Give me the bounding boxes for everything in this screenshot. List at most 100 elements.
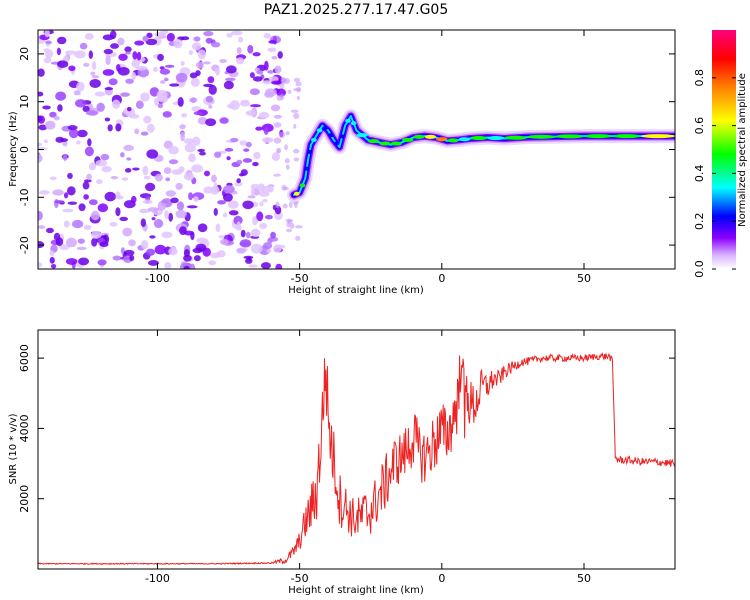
noise-blob bbox=[267, 47, 277, 53]
noise-blob bbox=[293, 112, 300, 120]
snr-ytick-label: 4000 bbox=[18, 414, 31, 442]
signal-hotspot bbox=[350, 121, 357, 126]
noise-blob bbox=[195, 243, 207, 252]
noise-blob bbox=[147, 123, 155, 133]
noise-blob bbox=[49, 111, 57, 118]
noise-blob bbox=[77, 238, 85, 244]
noise-blob bbox=[239, 239, 252, 248]
noise-blob bbox=[100, 153, 110, 161]
noise-blob bbox=[75, 99, 87, 108]
noise-blob bbox=[216, 250, 226, 258]
noise-blob bbox=[168, 212, 174, 222]
noise-blob bbox=[140, 208, 147, 213]
noise-blob bbox=[202, 61, 211, 65]
signal-hotspot bbox=[316, 128, 323, 133]
noise-blob bbox=[108, 78, 118, 86]
noise-blob bbox=[162, 111, 172, 118]
noise-blob bbox=[67, 201, 78, 205]
noise-blob bbox=[147, 207, 160, 212]
noise-blob bbox=[293, 157, 300, 162]
noise-blob bbox=[50, 264, 57, 269]
signal-hotspot bbox=[328, 133, 334, 138]
noise-blob bbox=[238, 173, 245, 177]
noise-blob bbox=[219, 238, 229, 245]
noise-blob bbox=[199, 151, 206, 156]
noise-blob bbox=[203, 186, 214, 194]
noise-blob bbox=[226, 32, 233, 38]
noise-blob bbox=[203, 83, 214, 88]
signal-hotspot bbox=[304, 166, 310, 171]
noise-blob bbox=[55, 91, 67, 101]
spectrogram-ytick-label: 10 bbox=[18, 95, 31, 109]
noise-blob bbox=[38, 262, 43, 268]
noise-blob bbox=[74, 50, 86, 59]
noise-blob bbox=[76, 140, 81, 145]
noise-blob bbox=[99, 241, 109, 248]
colorbar-tick-label: 0.2 bbox=[693, 212, 706, 230]
noise-blob bbox=[163, 167, 172, 175]
noise-blob bbox=[239, 140, 248, 146]
noise-blob bbox=[273, 114, 282, 119]
signal-hotspot bbox=[527, 134, 556, 139]
noise-blob bbox=[38, 91, 44, 97]
noise-blob bbox=[161, 200, 168, 204]
noise-blob bbox=[177, 97, 184, 107]
signal-hotspot bbox=[293, 191, 300, 196]
noise-blob bbox=[255, 126, 263, 131]
noise-blob bbox=[292, 88, 301, 92]
noise-blob bbox=[49, 176, 57, 181]
noise-blob bbox=[253, 151, 261, 160]
noise-blob bbox=[164, 210, 169, 220]
noise-blob bbox=[67, 125, 78, 131]
noise-blob bbox=[143, 175, 151, 180]
noise-blob bbox=[265, 88, 277, 97]
noise-blob bbox=[123, 200, 136, 209]
signal-hotspot bbox=[367, 139, 380, 144]
snr-xtick-label: -100 bbox=[145, 572, 170, 585]
noise-blob bbox=[57, 104, 63, 112]
noise-blob bbox=[183, 138, 195, 144]
noise-blob bbox=[223, 185, 235, 194]
noise-blob bbox=[219, 59, 228, 64]
signal-hotspot bbox=[584, 134, 613, 139]
noise-blob bbox=[242, 200, 254, 210]
noise-blob bbox=[236, 159, 243, 165]
noise-blob bbox=[90, 230, 102, 239]
noise-blob bbox=[159, 68, 171, 75]
noise-blob bbox=[226, 103, 235, 109]
noise-blob bbox=[266, 249, 272, 253]
noise-blob bbox=[59, 244, 70, 250]
signal-hotspot bbox=[402, 137, 414, 142]
signal-hotspot bbox=[424, 134, 437, 139]
signal-hotspot bbox=[612, 134, 641, 139]
noise-blob bbox=[65, 258, 78, 265]
noise-blob bbox=[151, 217, 156, 221]
noise-blob bbox=[175, 182, 183, 190]
signal-hotspot bbox=[413, 134, 425, 139]
noise-blob bbox=[181, 36, 190, 41]
noise-blob bbox=[170, 197, 179, 204]
noise-blob bbox=[104, 117, 111, 122]
noise-blob bbox=[252, 76, 263, 82]
noise-blob bbox=[270, 104, 281, 112]
noise-blob bbox=[83, 194, 89, 200]
noise-blob bbox=[83, 62, 90, 67]
noise-blob bbox=[88, 162, 97, 171]
noise-blob bbox=[142, 199, 153, 205]
noise-blob bbox=[110, 175, 119, 180]
noise-blob bbox=[140, 131, 149, 136]
noise-blob bbox=[188, 97, 198, 103]
noise-blob bbox=[91, 75, 100, 79]
snr-ylabel: SNR (10 * v/v) bbox=[8, 413, 19, 484]
noise-blob bbox=[222, 212, 228, 218]
noise-blob bbox=[59, 138, 69, 142]
noise-blob bbox=[54, 200, 65, 204]
noise-blob bbox=[285, 228, 293, 233]
spectrogram-xtick-label: 50 bbox=[577, 272, 591, 285]
noise-blob bbox=[145, 38, 158, 46]
noise-blob bbox=[129, 114, 140, 119]
noise-blob bbox=[83, 224, 92, 230]
noise-blob bbox=[42, 105, 51, 110]
noise-blob bbox=[238, 36, 244, 43]
noise-blob bbox=[225, 65, 237, 74]
